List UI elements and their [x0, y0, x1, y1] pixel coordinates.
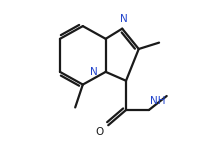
- Text: O: O: [95, 127, 103, 136]
- Text: N: N: [90, 67, 98, 77]
- Text: NH: NH: [150, 96, 166, 106]
- Text: N: N: [120, 14, 127, 24]
